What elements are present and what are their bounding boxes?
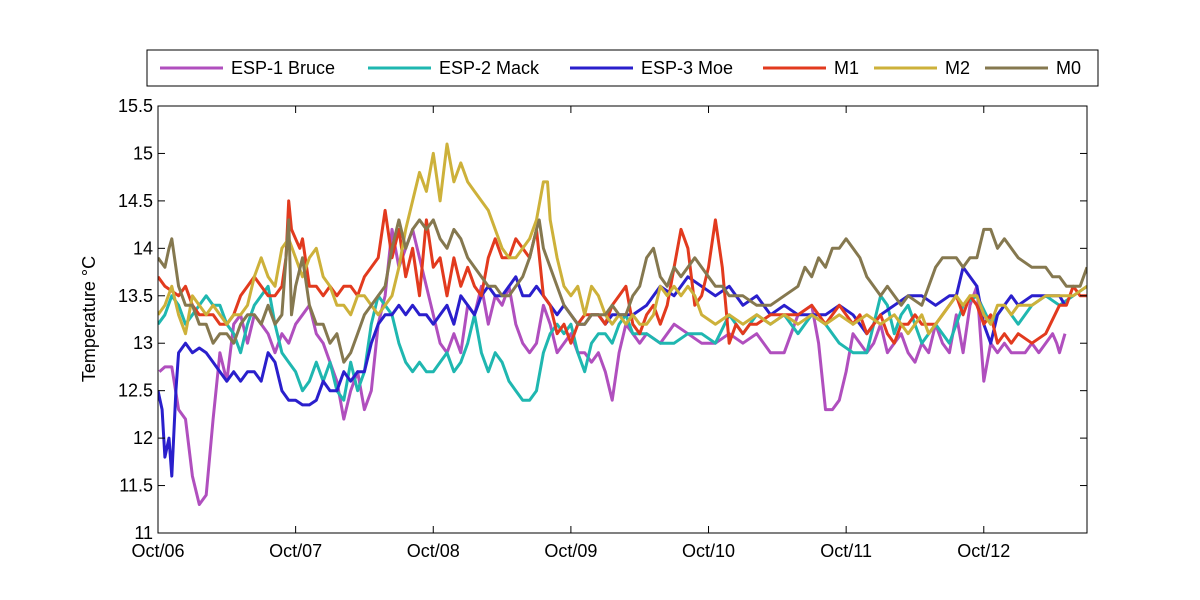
legend-label-2: ESP-3 Moe	[641, 58, 733, 78]
y-tick-label-0: 11	[134, 523, 153, 543]
legend-label-5: M0	[1056, 58, 1081, 78]
legend-item-4: M2	[874, 58, 970, 78]
legend-item-0: ESP-1 Bruce	[160, 58, 335, 78]
series-line-3	[158, 199, 1087, 345]
y-tick-label-9: 15.5	[118, 96, 153, 116]
legend-item-2: ESP-3 Moe	[570, 58, 733, 78]
y-tick-label-1: 11.5	[119, 476, 153, 496]
x-tick-label-1: Oct/07	[269, 541, 322, 561]
legend-label-4: M2	[945, 58, 970, 78]
x-tick-label-3: Oct/09	[544, 541, 597, 561]
axis-ticks: 11 11.5 12 12.5 13 13.5 14 14.5 15 15.5 Oct/06 Oct/…	[118, 96, 1087, 561]
y-tick-label-3: 12.5	[118, 381, 153, 401]
legend-item-5: M0	[985, 58, 1081, 78]
plot-frame	[157, 105, 1088, 534]
x-tick-label-0: Oct/06	[131, 541, 184, 561]
y-tick-label-8: 15	[133, 143, 153, 163]
x-tick-label-2: Oct/08	[407, 541, 460, 561]
legend-item-1: ESP-2 Mack	[368, 58, 540, 78]
legend-label-0: ESP-1 Bruce	[231, 58, 335, 78]
series-line-2	[158, 265, 1067, 478]
x-tick-label-6: Oct/12	[957, 541, 1010, 561]
legend-item-3: M1	[763, 58, 859, 78]
series-line-4	[158, 142, 1087, 336]
y-tick-label-5: 13.5	[118, 286, 153, 306]
y-tick-label-6: 14	[133, 238, 153, 258]
legend-label-3: M1	[834, 58, 859, 78]
series-layer	[158, 142, 1087, 506]
legend-label-1: ESP-2 Mack	[439, 58, 540, 78]
x-tick-label-5: Oct/11	[820, 541, 872, 561]
series-line-1	[158, 284, 1087, 402]
y-tick-label-7: 14.5	[118, 191, 153, 211]
series-line-5	[158, 218, 1087, 364]
legend-box	[146, 49, 1099, 87]
y-axis-label: Temperature °C	[79, 256, 99, 382]
y-tick-label-2: 12	[133, 428, 153, 448]
y-tick-label-4: 13	[133, 333, 153, 353]
x-tick-label-4: Oct/10	[682, 541, 735, 561]
legend: ESP-1 Bruce ESP-2 Mack ESP-3 Moe M1 M2 M0	[146, 49, 1099, 87]
